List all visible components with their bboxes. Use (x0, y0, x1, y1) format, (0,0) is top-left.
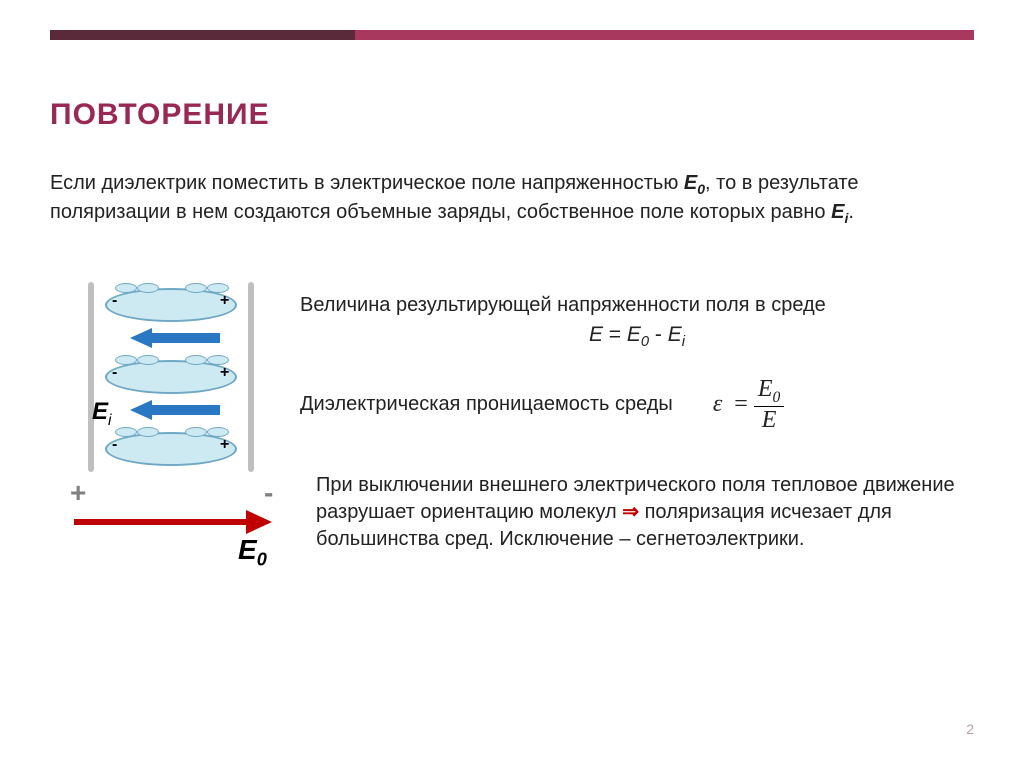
intro-ei: Ei (831, 201, 848, 223)
charge-neg: - (112, 292, 117, 310)
bubble-icon (137, 283, 159, 293)
plate-left (88, 282, 94, 472)
dipole-2 (105, 432, 237, 466)
charge-neg: - (112, 436, 117, 454)
polarization-diagram: - + - + Ei - + + - E0 (50, 282, 280, 582)
bubble-icon (115, 355, 137, 365)
external-minus: - (264, 477, 273, 509)
arrow-ei-icon (130, 400, 220, 420)
implies-arrow-icon: ⇒ (622, 501, 639, 523)
dipole-1 (105, 360, 237, 394)
arrow-e0-icon (74, 510, 272, 534)
charge-pos: + (220, 364, 229, 382)
bubble-icon (115, 427, 137, 437)
result-field-block: Величина результирующей напряженности по… (300, 292, 974, 353)
bar-right (355, 30, 974, 40)
conclusion-block: При выключении внешнего электрического п… (316, 472, 964, 553)
charge-pos: + (220, 292, 229, 310)
external-plus: + (70, 477, 86, 509)
permittivity-text: Диэлектрическая проницаемость среды (300, 393, 673, 416)
top-accent-bar (50, 30, 974, 40)
result-field-text: Величина результирующей напряженности по… (300, 292, 974, 319)
intro-e0: E0 (684, 172, 705, 194)
slide-title: ПОВТОРЕНИЕ (50, 98, 270, 132)
e0-label: E0 (238, 534, 267, 571)
intro-text-3: . (848, 201, 854, 223)
arrow-ei-icon (130, 328, 220, 348)
charge-neg: - (112, 364, 117, 382)
bar-left (50, 30, 355, 40)
plate-right (248, 282, 254, 472)
intro-text-1: Если диэлектрик поместить в электрическо… (50, 172, 684, 194)
bubble-icon (185, 355, 207, 365)
bubble-icon (115, 283, 137, 293)
bubble-icon (137, 355, 159, 365)
bubble-icon (137, 427, 159, 437)
page-number: 2 (966, 721, 974, 737)
dipole-0 (105, 288, 237, 322)
bubble-icon (185, 427, 207, 437)
ei-label: Ei (92, 398, 111, 430)
result-field-formula: E = E0 - Ei (300, 321, 974, 353)
permittivity-block: Диэлектрическая проницаемость среды ε = … (300, 376, 974, 433)
charge-pos: + (220, 436, 229, 454)
permittivity-formula: ε = E0 E (713, 376, 784, 433)
intro-paragraph: Если диэлектрик поместить в электрическо… (50, 170, 964, 228)
bubble-icon (185, 283, 207, 293)
